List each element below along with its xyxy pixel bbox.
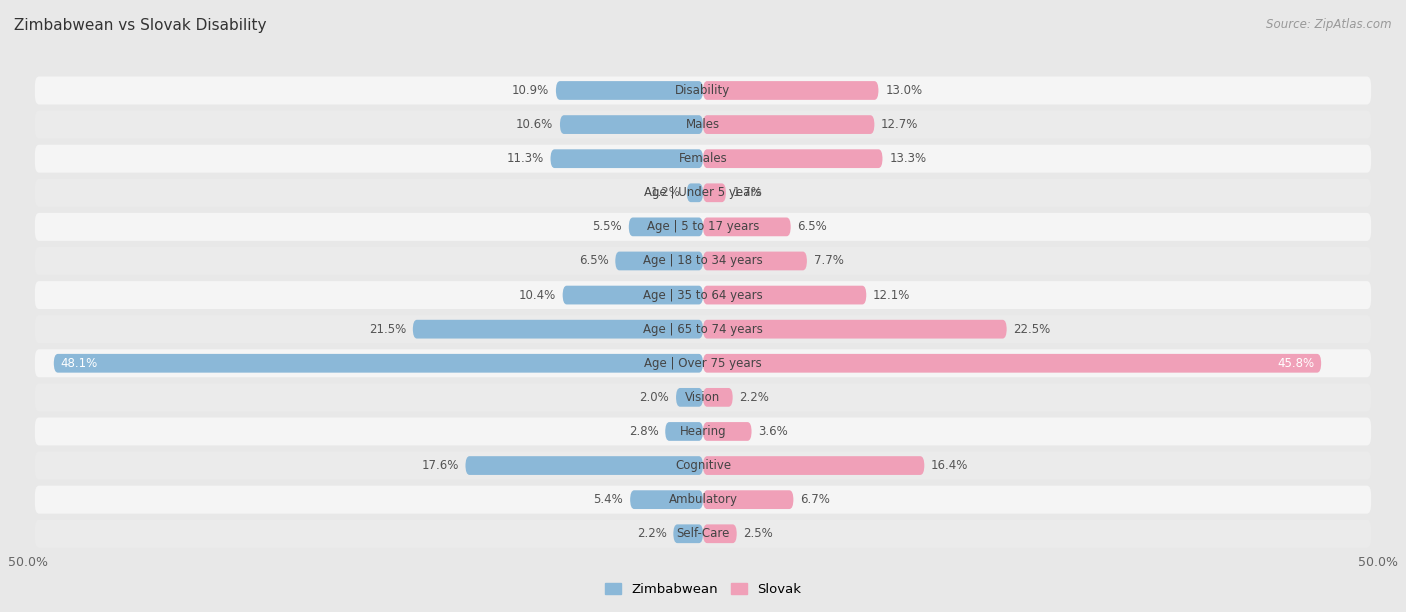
Text: 48.1%: 48.1% bbox=[60, 357, 98, 370]
FancyBboxPatch shape bbox=[35, 281, 1371, 309]
Text: 12.1%: 12.1% bbox=[873, 289, 911, 302]
FancyBboxPatch shape bbox=[703, 81, 879, 100]
Text: 22.5%: 22.5% bbox=[1014, 323, 1050, 335]
Text: 2.0%: 2.0% bbox=[640, 391, 669, 404]
FancyBboxPatch shape bbox=[35, 383, 1371, 411]
Text: Age | 65 to 74 years: Age | 65 to 74 years bbox=[643, 323, 763, 335]
Text: 6.7%: 6.7% bbox=[800, 493, 830, 506]
FancyBboxPatch shape bbox=[562, 286, 703, 304]
FancyBboxPatch shape bbox=[703, 149, 883, 168]
FancyBboxPatch shape bbox=[703, 286, 866, 304]
Text: Age | Under 5 years: Age | Under 5 years bbox=[644, 186, 762, 200]
Text: 1.7%: 1.7% bbox=[733, 186, 762, 200]
FancyBboxPatch shape bbox=[703, 388, 733, 407]
Text: 7.7%: 7.7% bbox=[814, 255, 844, 267]
FancyBboxPatch shape bbox=[686, 184, 703, 202]
Text: Age | 5 to 17 years: Age | 5 to 17 years bbox=[647, 220, 759, 233]
FancyBboxPatch shape bbox=[703, 217, 790, 236]
FancyBboxPatch shape bbox=[703, 320, 1007, 338]
FancyBboxPatch shape bbox=[628, 217, 703, 236]
FancyBboxPatch shape bbox=[665, 422, 703, 441]
Text: 6.5%: 6.5% bbox=[579, 255, 609, 267]
FancyBboxPatch shape bbox=[703, 524, 737, 543]
FancyBboxPatch shape bbox=[35, 111, 1371, 138]
Text: Age | 35 to 64 years: Age | 35 to 64 years bbox=[643, 289, 763, 302]
FancyBboxPatch shape bbox=[630, 490, 703, 509]
Text: 12.7%: 12.7% bbox=[882, 118, 918, 131]
Text: Males: Males bbox=[686, 118, 720, 131]
Text: Cognitive: Cognitive bbox=[675, 459, 731, 472]
Text: 2.2%: 2.2% bbox=[637, 528, 666, 540]
FancyBboxPatch shape bbox=[35, 247, 1371, 275]
Text: Self-Care: Self-Care bbox=[676, 528, 730, 540]
FancyBboxPatch shape bbox=[35, 417, 1371, 446]
FancyBboxPatch shape bbox=[35, 349, 1371, 377]
Text: 2.5%: 2.5% bbox=[744, 528, 773, 540]
Text: 17.6%: 17.6% bbox=[422, 459, 458, 472]
Text: 3.6%: 3.6% bbox=[758, 425, 789, 438]
Text: Vision: Vision bbox=[685, 391, 721, 404]
FancyBboxPatch shape bbox=[35, 315, 1371, 343]
Text: 45.8%: 45.8% bbox=[1277, 357, 1315, 370]
Text: 2.8%: 2.8% bbox=[628, 425, 658, 438]
FancyBboxPatch shape bbox=[35, 213, 1371, 241]
Text: 6.5%: 6.5% bbox=[797, 220, 827, 233]
Text: 21.5%: 21.5% bbox=[368, 323, 406, 335]
Text: Age | Over 75 years: Age | Over 75 years bbox=[644, 357, 762, 370]
FancyBboxPatch shape bbox=[703, 252, 807, 271]
Text: 11.3%: 11.3% bbox=[506, 152, 544, 165]
FancyBboxPatch shape bbox=[555, 81, 703, 100]
FancyBboxPatch shape bbox=[560, 115, 703, 134]
Text: Age | 18 to 34 years: Age | 18 to 34 years bbox=[643, 255, 763, 267]
FancyBboxPatch shape bbox=[673, 524, 703, 543]
FancyBboxPatch shape bbox=[413, 320, 703, 338]
FancyBboxPatch shape bbox=[616, 252, 703, 271]
FancyBboxPatch shape bbox=[465, 456, 703, 475]
FancyBboxPatch shape bbox=[35, 452, 1371, 480]
Text: Zimbabwean vs Slovak Disability: Zimbabwean vs Slovak Disability bbox=[14, 18, 267, 34]
FancyBboxPatch shape bbox=[703, 490, 793, 509]
Text: 10.9%: 10.9% bbox=[512, 84, 550, 97]
FancyBboxPatch shape bbox=[35, 179, 1371, 207]
FancyBboxPatch shape bbox=[35, 144, 1371, 173]
Text: 13.3%: 13.3% bbox=[889, 152, 927, 165]
Text: Ambulatory: Ambulatory bbox=[668, 493, 738, 506]
FancyBboxPatch shape bbox=[703, 456, 924, 475]
Legend: Zimbabwean, Slovak: Zimbabwean, Slovak bbox=[599, 578, 807, 602]
Text: 10.4%: 10.4% bbox=[519, 289, 555, 302]
Text: 13.0%: 13.0% bbox=[886, 84, 922, 97]
Text: 16.4%: 16.4% bbox=[931, 459, 969, 472]
FancyBboxPatch shape bbox=[53, 354, 703, 373]
FancyBboxPatch shape bbox=[551, 149, 703, 168]
FancyBboxPatch shape bbox=[35, 486, 1371, 513]
FancyBboxPatch shape bbox=[35, 76, 1371, 105]
FancyBboxPatch shape bbox=[703, 184, 725, 202]
Text: 2.2%: 2.2% bbox=[740, 391, 769, 404]
Text: 5.4%: 5.4% bbox=[593, 493, 623, 506]
FancyBboxPatch shape bbox=[703, 422, 752, 441]
Text: Hearing: Hearing bbox=[679, 425, 727, 438]
Text: 5.5%: 5.5% bbox=[592, 220, 621, 233]
FancyBboxPatch shape bbox=[35, 520, 1371, 548]
Text: Females: Females bbox=[679, 152, 727, 165]
FancyBboxPatch shape bbox=[703, 354, 1322, 373]
Text: Disability: Disability bbox=[675, 84, 731, 97]
Text: 1.2%: 1.2% bbox=[650, 186, 681, 200]
FancyBboxPatch shape bbox=[676, 388, 703, 407]
FancyBboxPatch shape bbox=[703, 115, 875, 134]
Text: 10.6%: 10.6% bbox=[516, 118, 553, 131]
Text: Source: ZipAtlas.com: Source: ZipAtlas.com bbox=[1267, 18, 1392, 31]
